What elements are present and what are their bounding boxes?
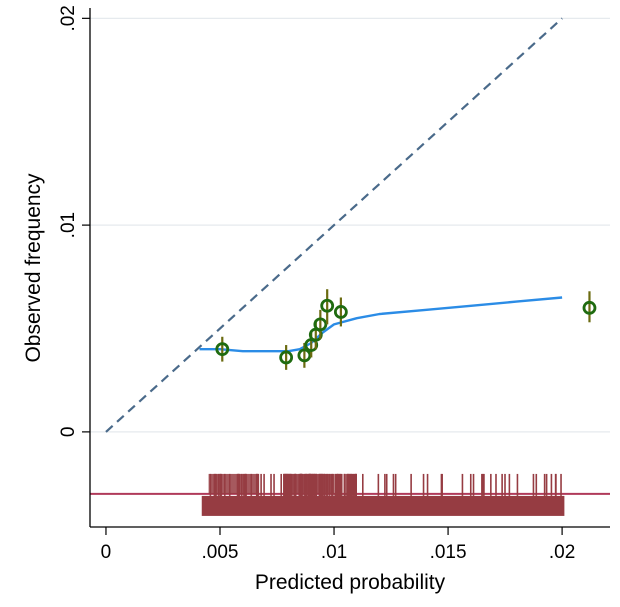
reference-line <box>105 17 563 433</box>
tick-labels: 0 .005 .01 .015 .02 0 .01 .02 <box>58 5 575 563</box>
y-tick-label: 0 <box>58 427 79 438</box>
rug-plot <box>90 473 610 516</box>
rug-band-mid <box>283 473 335 494</box>
rug-block <box>201 495 565 516</box>
y-axis-title: Observed frequency <box>22 173 45 363</box>
group-points <box>215 289 597 370</box>
group-point-6 <box>320 298 335 313</box>
x-tick-label: .01 <box>321 542 347 563</box>
x-tick-label: .015 <box>430 542 467 563</box>
group-point-1 <box>279 350 294 365</box>
x-tick-label: 0 <box>101 542 112 563</box>
smooth-line <box>199 296 563 353</box>
group-point-7 <box>333 305 348 319</box>
rug-band-left <box>208 473 259 494</box>
reference-line-group <box>105 17 563 433</box>
group-point-2 <box>297 348 312 363</box>
group-point-5 <box>313 317 328 332</box>
group-point-8 <box>582 300 597 315</box>
x-tick-label: .005 <box>202 542 239 563</box>
axes <box>82 8 610 535</box>
x-tick-label: .02 <box>549 542 575 563</box>
gridlines <box>90 17 610 433</box>
group-point-0 <box>215 342 230 357</box>
smooth-line-group <box>199 296 563 353</box>
x-axis-title: Predicted probability <box>255 571 446 594</box>
y-tick-label: .02 <box>58 5 79 31</box>
y-tick-label: .01 <box>58 212 79 238</box>
